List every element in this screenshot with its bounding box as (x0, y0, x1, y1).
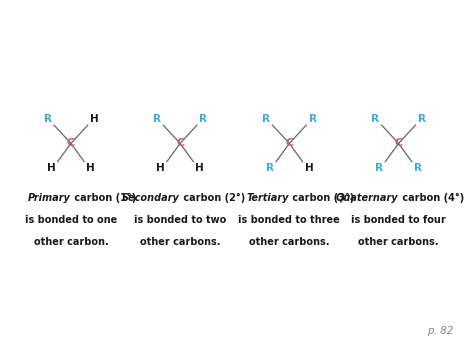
Text: is bonded to four: is bonded to four (351, 215, 446, 225)
Text: other carbon.: other carbon. (34, 237, 108, 247)
Text: H: H (195, 163, 204, 173)
Text: is bonded to three: is bonded to three (238, 215, 340, 225)
Text: C: C (394, 138, 402, 148)
Text: H: H (304, 163, 313, 173)
Text: C: C (176, 138, 184, 148)
Text: R: R (418, 114, 426, 124)
Text: Tertiary: Tertiary (247, 193, 289, 203)
Text: R: R (153, 114, 161, 124)
Text: R: R (375, 163, 383, 173)
Text: carbon (4°): carbon (4°) (399, 193, 464, 203)
Text: H: H (86, 163, 95, 173)
Text: is bonded to one: is bonded to one (25, 215, 117, 225)
Text: Primary: Primary (28, 193, 71, 203)
Text: R: R (414, 163, 422, 173)
Text: R: R (44, 114, 52, 124)
Text: other carbons.: other carbons. (249, 237, 329, 247)
Text: R: R (371, 114, 379, 124)
Text: R: R (266, 163, 274, 173)
Text: is bonded to two: is bonded to two (134, 215, 226, 225)
Text: R: R (262, 114, 270, 124)
Text: carbon (1°): carbon (1°) (71, 193, 136, 203)
Text: R: R (200, 114, 207, 124)
Text: H: H (156, 163, 165, 173)
Text: carbon (3°): carbon (3°) (289, 193, 355, 203)
Text: carbon (2°): carbon (2°) (180, 193, 246, 203)
Text: other carbons.: other carbons. (140, 237, 220, 247)
Text: C: C (285, 138, 293, 148)
Text: R: R (309, 114, 317, 124)
Text: H: H (47, 163, 56, 173)
Text: Secondary: Secondary (122, 193, 180, 203)
Text: Quaternary: Quaternary (336, 193, 399, 203)
Text: H: H (90, 114, 99, 124)
Text: p. 82: p. 82 (427, 326, 453, 336)
Text: other carbons.: other carbons. (358, 237, 439, 247)
Text: C: C (67, 138, 75, 148)
